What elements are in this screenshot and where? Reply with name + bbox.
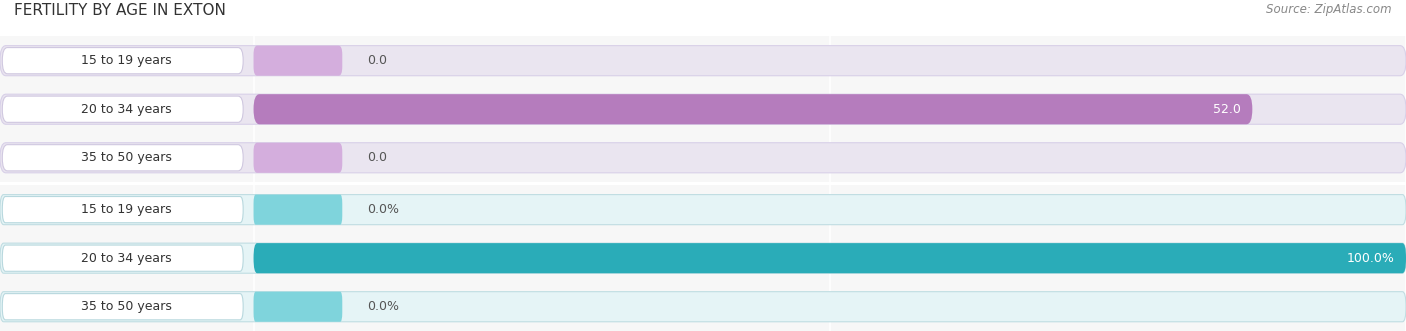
FancyBboxPatch shape (0, 292, 1406, 322)
FancyBboxPatch shape (253, 243, 1406, 273)
FancyBboxPatch shape (0, 243, 1406, 273)
Text: FERTILITY BY AGE IN EXTON: FERTILITY BY AGE IN EXTON (14, 3, 226, 18)
Text: 0.0%: 0.0% (367, 300, 399, 313)
Text: 0.0: 0.0 (367, 54, 387, 67)
Text: 35 to 50 years: 35 to 50 years (82, 300, 172, 313)
FancyBboxPatch shape (0, 46, 1406, 76)
FancyBboxPatch shape (253, 94, 1253, 124)
Text: 100.0%: 100.0% (1347, 252, 1395, 265)
Text: 15 to 19 years: 15 to 19 years (82, 54, 172, 67)
FancyBboxPatch shape (253, 46, 342, 76)
FancyBboxPatch shape (3, 145, 243, 171)
Text: Source: ZipAtlas.com: Source: ZipAtlas.com (1267, 3, 1392, 16)
Text: 0.0%: 0.0% (367, 203, 399, 216)
FancyBboxPatch shape (253, 143, 342, 173)
FancyBboxPatch shape (3, 245, 243, 271)
FancyBboxPatch shape (0, 195, 1406, 225)
FancyBboxPatch shape (3, 197, 243, 223)
Text: 0.0: 0.0 (367, 151, 387, 164)
FancyBboxPatch shape (253, 195, 342, 225)
FancyBboxPatch shape (253, 292, 342, 322)
FancyBboxPatch shape (3, 96, 243, 122)
Text: 15 to 19 years: 15 to 19 years (82, 203, 172, 216)
FancyBboxPatch shape (0, 94, 1406, 124)
Text: 35 to 50 years: 35 to 50 years (82, 151, 172, 164)
FancyBboxPatch shape (3, 48, 243, 74)
FancyBboxPatch shape (0, 143, 1406, 173)
Text: 20 to 34 years: 20 to 34 years (82, 103, 172, 116)
Text: 52.0: 52.0 (1213, 103, 1241, 116)
FancyBboxPatch shape (3, 294, 243, 320)
Text: 20 to 34 years: 20 to 34 years (82, 252, 172, 265)
